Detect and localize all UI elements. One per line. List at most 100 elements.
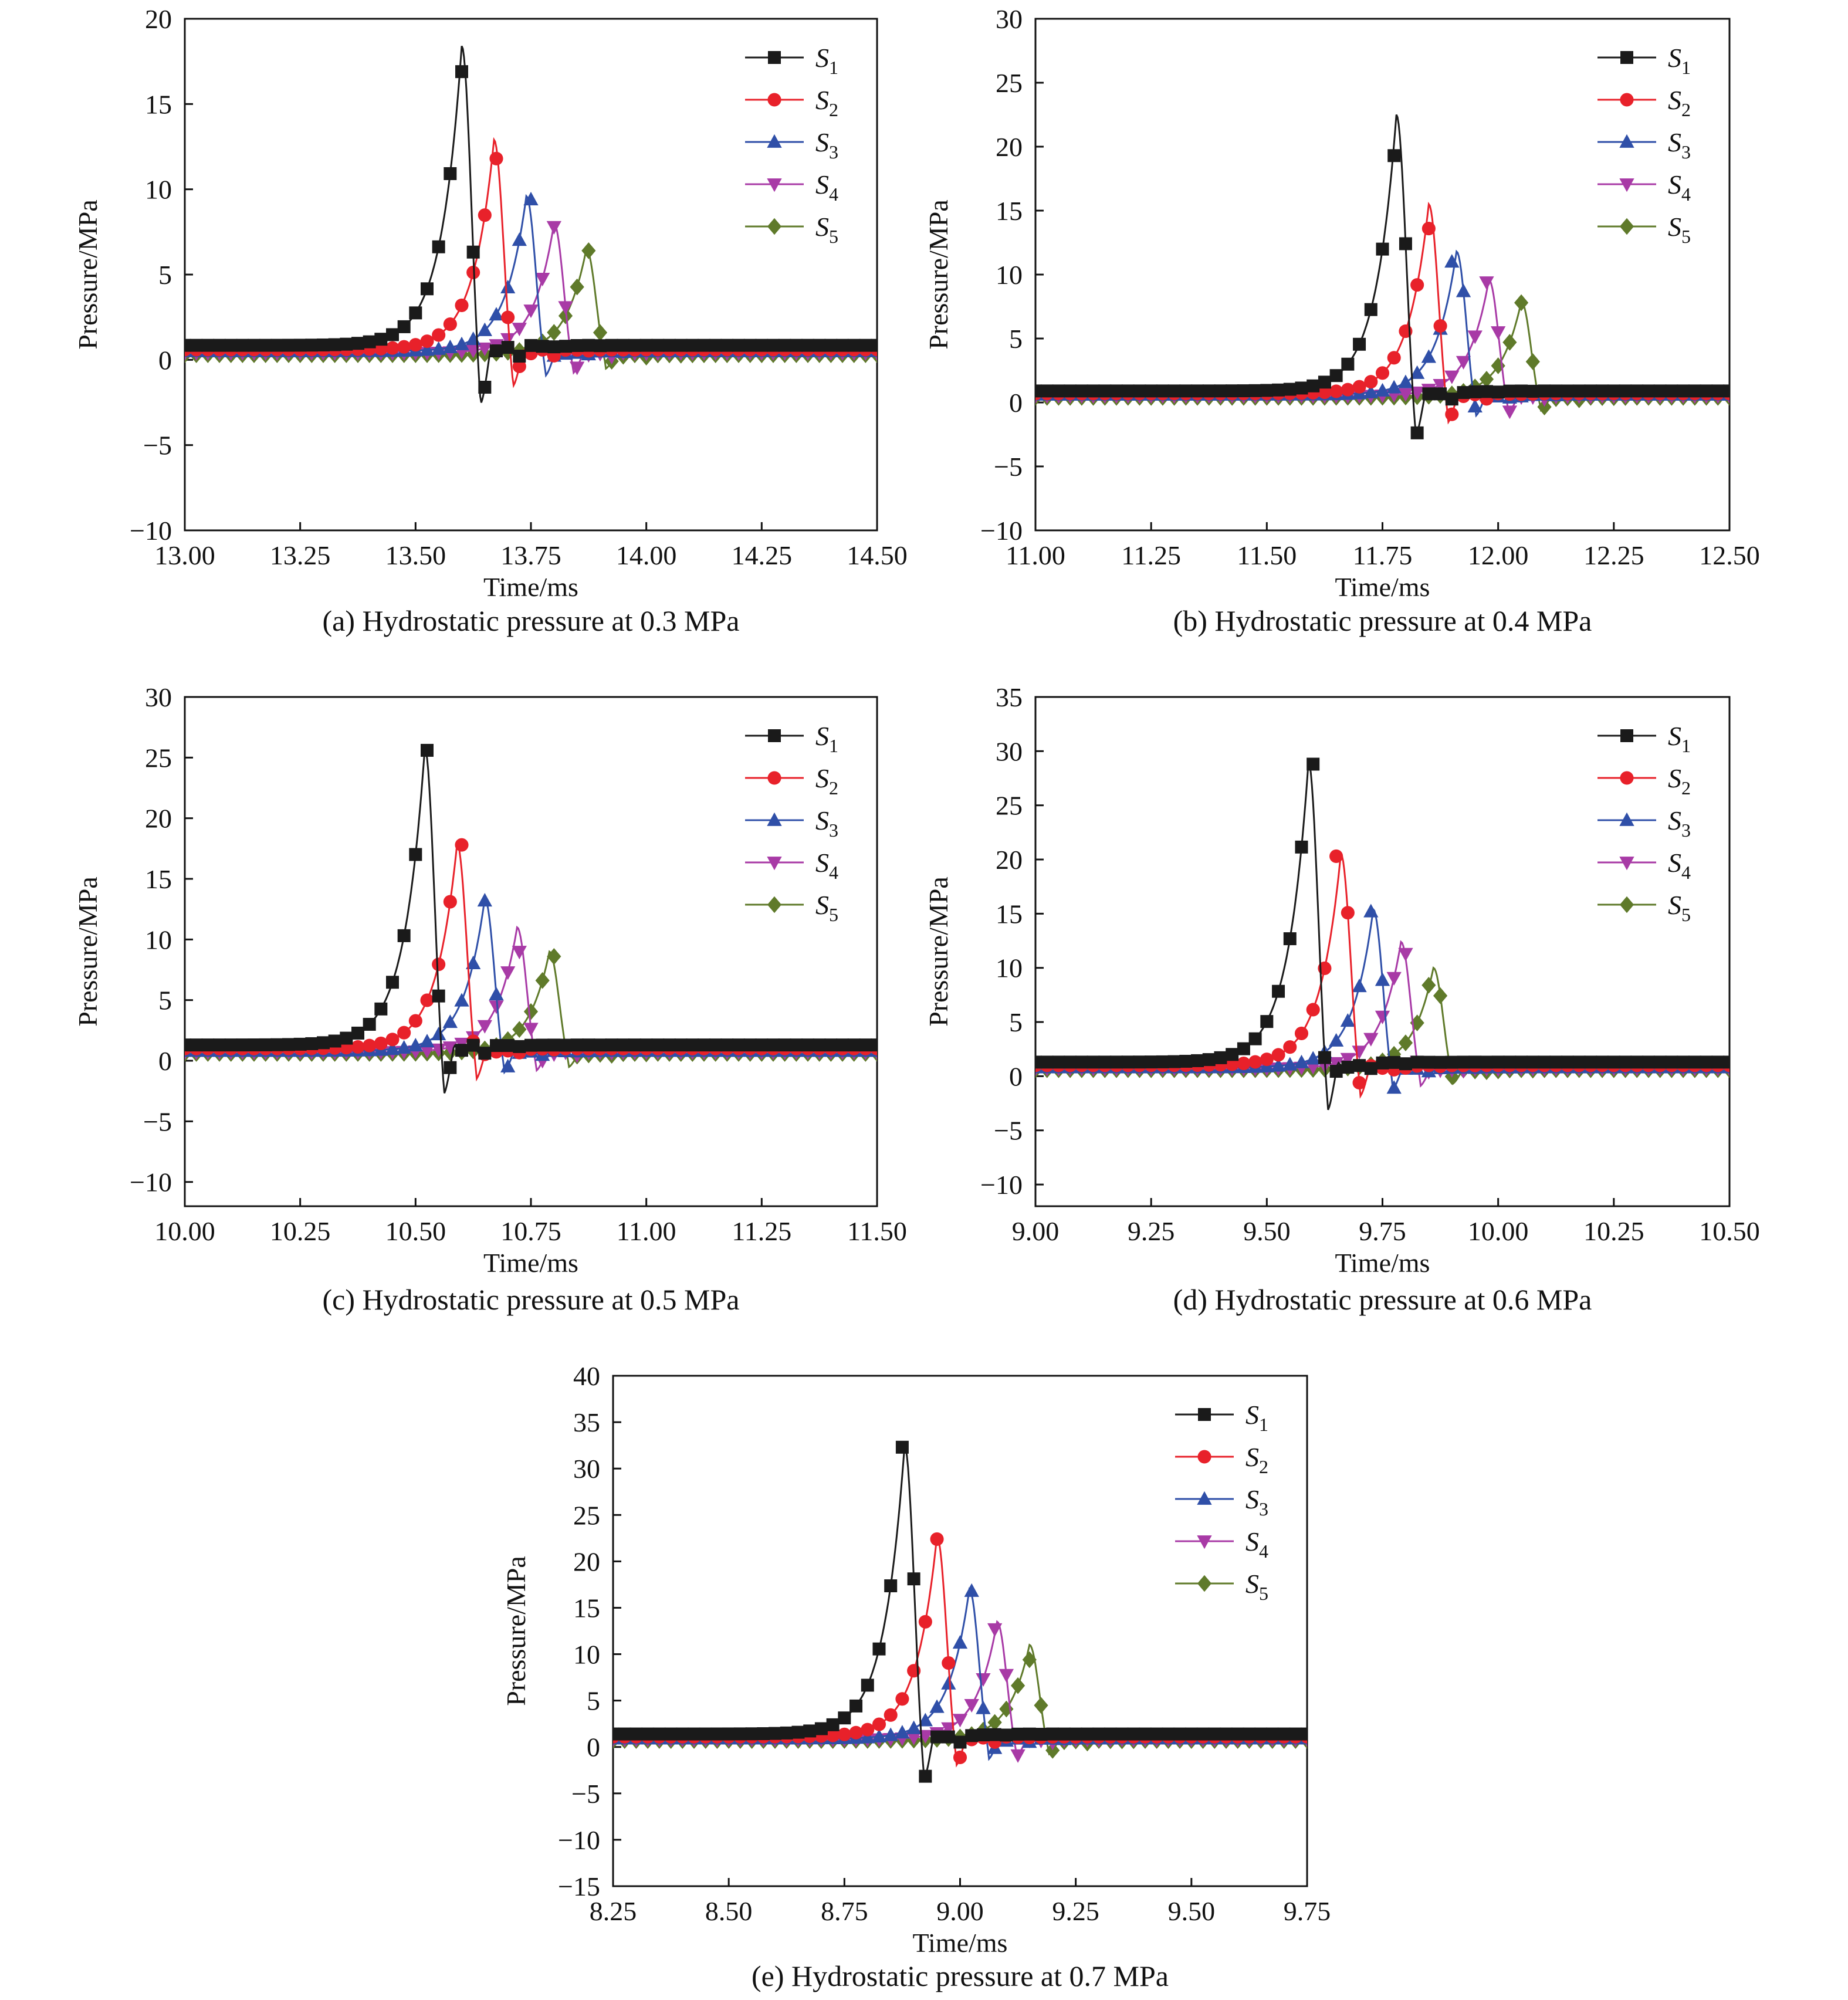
- data-point-S1: [1156, 384, 1169, 398]
- data-point-S3: [918, 1713, 933, 1727]
- data-point-S1: [790, 1038, 803, 1052]
- data-point-S4: [987, 1623, 1003, 1637]
- data-point-S1: [757, 1727, 770, 1741]
- legend-marker-S1: [1198, 1408, 1211, 1421]
- data-point-S1: [1503, 384, 1517, 398]
- data-point-S1: [1677, 1055, 1690, 1069]
- data-point-S1: [664, 1727, 678, 1741]
- x-tick-label: 11.25: [732, 1216, 791, 1246]
- data-point-S1: [1688, 1055, 1701, 1069]
- data-point-S4: [500, 966, 516, 980]
- data-point-S1: [1046, 1727, 1060, 1741]
- data-point-S1: [444, 167, 457, 180]
- data-point-S1: [803, 1724, 817, 1738]
- legend-label-S5: S5: [1668, 890, 1691, 925]
- x-axis-title: Time/ms: [1335, 572, 1430, 602]
- legend-base: S: [815, 890, 829, 920]
- data-point-S1: [305, 339, 319, 352]
- legend-base: S: [1668, 848, 1681, 878]
- x-tick-label: 14.50: [847, 540, 908, 570]
- data-point-S1: [189, 339, 203, 352]
- data-point-S1: [965, 1729, 979, 1742]
- data-point-S1: [1145, 1055, 1158, 1069]
- data-point-S1: [189, 1038, 203, 1052]
- data-point-S2: [1329, 849, 1343, 864]
- legend-marker-S3: [767, 812, 782, 826]
- data-point-S1: [524, 1038, 537, 1052]
- data-point-S1: [790, 339, 803, 352]
- data-point-S1: [872, 1642, 886, 1656]
- data-point-S1: [1434, 387, 1447, 401]
- legend-base: S: [815, 763, 829, 793]
- data-point-S1: [1641, 1055, 1655, 1069]
- data-point-S1: [1723, 384, 1729, 398]
- data-point-S1: [1000, 1728, 1013, 1742]
- data-point-S1: [698, 339, 710, 352]
- data-point-S1: [1202, 384, 1216, 398]
- data-point-S1: [1064, 1055, 1077, 1069]
- legend-subscript: 5: [1259, 1583, 1268, 1604]
- legend-label-S3: S3: [815, 127, 838, 163]
- y-tick-label: 30: [996, 736, 1023, 766]
- data-point-S5: [1022, 1651, 1037, 1669]
- data-point-S2: [455, 838, 469, 852]
- data-point-S2: [1329, 384, 1343, 398]
- panel-d: 9.00 9.25 9.50 9.75 10.00 10.25 10.50 −10 −5 0 5 10…: [923, 682, 1760, 1316]
- data-point-S1: [1468, 1055, 1482, 1069]
- data-point-S1: [1711, 384, 1725, 398]
- data-point-S1: [1087, 1055, 1100, 1069]
- data-point-S1: [1191, 1054, 1204, 1067]
- data-point-S1: [919, 1769, 932, 1783]
- data-point-S1: [847, 1038, 861, 1052]
- data-point-S1: [613, 1727, 620, 1741]
- data-point-S1: [733, 1727, 747, 1741]
- data-point-S4: [1502, 405, 1518, 419]
- data-point-S4: [1491, 326, 1506, 340]
- data-point-S3: [431, 1027, 446, 1041]
- data-point-S3: [1467, 398, 1483, 413]
- data-point-S1: [1688, 384, 1701, 398]
- data-point-S2: [1318, 385, 1332, 400]
- data-point-S1: [513, 1040, 526, 1053]
- x-tick-label: 13.25: [270, 540, 331, 570]
- data-point-S1: [699, 1727, 712, 1741]
- data-point-S1: [778, 1038, 791, 1052]
- y-tick-label: 25: [996, 68, 1023, 98]
- data-point-S5: [1479, 371, 1494, 388]
- data-point-S1: [270, 339, 284, 352]
- legend-marker-S2: [767, 93, 781, 107]
- x-tick-label: 10.25: [270, 1216, 331, 1246]
- x-tick-label: 9.75: [1284, 1896, 1331, 1926]
- data-point-S1: [293, 1037, 307, 1051]
- data-point-S1: [185, 339, 191, 352]
- data-point-S5: [1537, 398, 1552, 415]
- data-point-S4: [570, 361, 585, 375]
- data-point-S1: [570, 339, 584, 352]
- legend-base: S: [1245, 1484, 1259, 1514]
- data-point-S3: [442, 339, 458, 353]
- data-point-S3: [1352, 978, 1367, 993]
- data-point-S4: [976, 1673, 991, 1687]
- data-point-S1: [847, 339, 861, 352]
- legend-subscript: 3: [1681, 141, 1691, 163]
- y-tick-label: 40: [573, 1361, 600, 1391]
- data-point-S1: [801, 339, 814, 352]
- y-tick-label: 35: [996, 682, 1023, 712]
- data-point-S1: [1515, 1055, 1528, 1069]
- data-point-S4: [489, 1000, 504, 1014]
- data-point-S3: [883, 1727, 898, 1741]
- legend-label-S4: S4: [815, 170, 838, 205]
- data-point-S1: [1075, 1055, 1088, 1069]
- y-tick-label: −10: [980, 1170, 1023, 1200]
- legend-subscript: 1: [1681, 57, 1691, 78]
- x-axis-title: Time/ms: [483, 572, 578, 602]
- data-point-S1: [1098, 384, 1112, 398]
- data-point-S1: [1307, 757, 1320, 771]
- data-point-S3: [1375, 972, 1390, 986]
- series-S1: [185, 45, 877, 403]
- y-tick-label: 25: [573, 1500, 600, 1530]
- data-point-S3: [1386, 380, 1402, 394]
- legend-marker-S1: [1620, 51, 1633, 64]
- legend-marker-S5: [767, 218, 782, 235]
- data-point-S1: [871, 1038, 877, 1052]
